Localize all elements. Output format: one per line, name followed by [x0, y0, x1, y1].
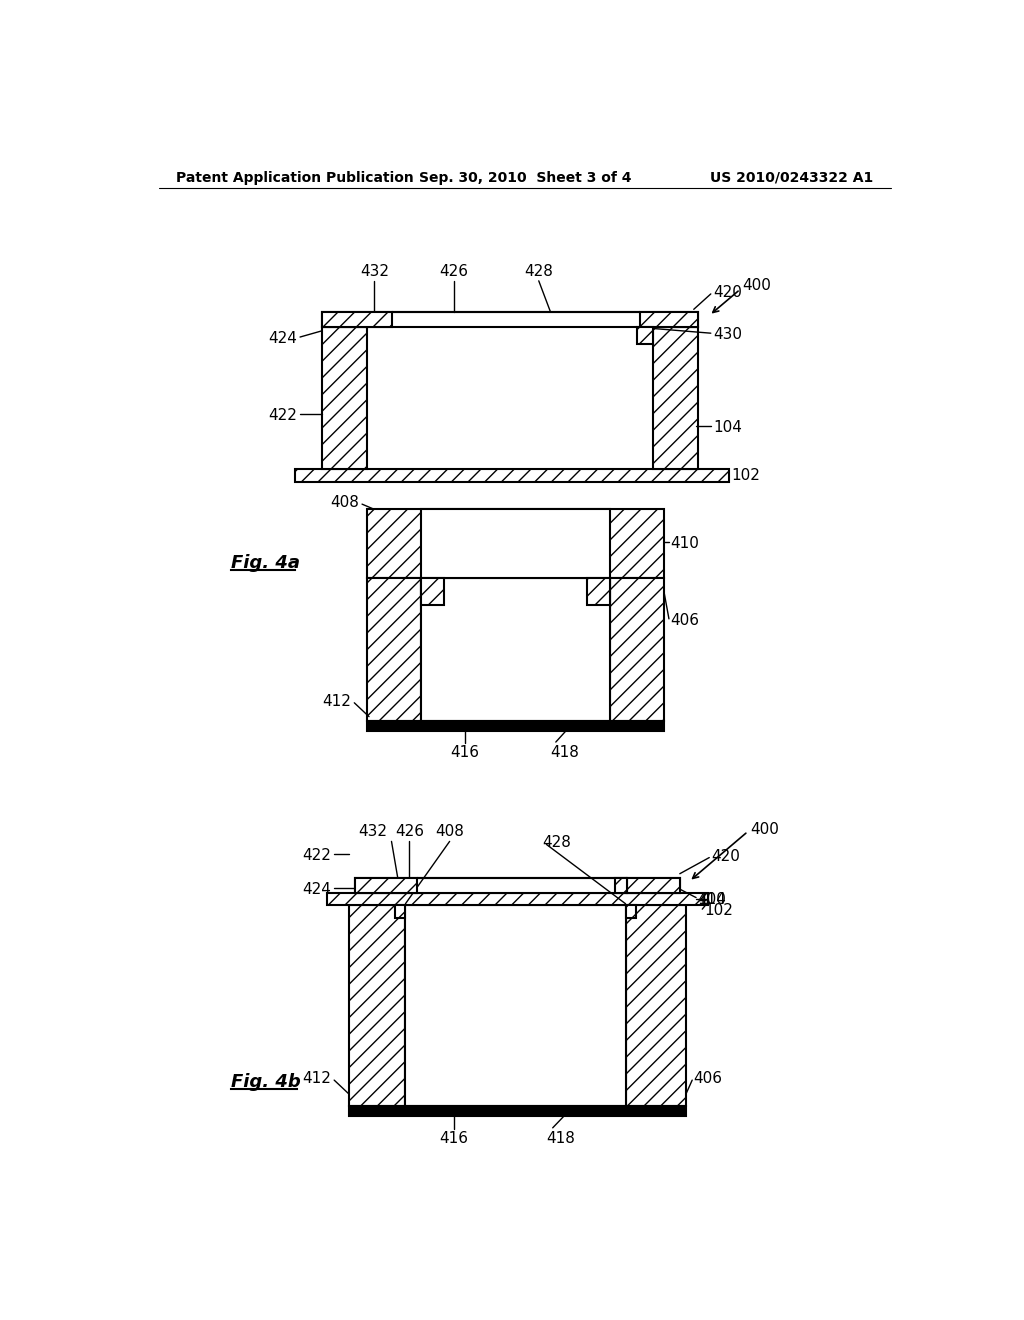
- Text: 412: 412: [302, 1071, 331, 1086]
- Bar: [421, 578, 444, 605]
- Bar: [610, 578, 665, 721]
- Text: 418: 418: [550, 744, 580, 760]
- Text: 408: 408: [435, 824, 464, 840]
- Text: 400: 400: [751, 821, 779, 837]
- Text: 432: 432: [360, 264, 389, 280]
- Bar: [614, 878, 627, 892]
- Bar: [394, 906, 406, 917]
- Bar: [652, 327, 697, 470]
- Text: 410: 410: [671, 536, 699, 550]
- Text: 410: 410: [697, 891, 726, 907]
- Bar: [322, 312, 697, 327]
- Bar: [587, 578, 610, 605]
- Text: 408: 408: [330, 495, 359, 510]
- Bar: [349, 1106, 686, 1115]
- Text: 420: 420: [713, 285, 742, 300]
- Text: 420: 420: [712, 849, 740, 863]
- Bar: [421, 578, 610, 721]
- Text: 428: 428: [543, 836, 571, 850]
- Text: 430: 430: [713, 327, 742, 342]
- Text: 412: 412: [323, 694, 351, 709]
- Bar: [406, 906, 626, 1106]
- Text: Sep. 30, 2010  Sheet 3 of 4: Sep. 30, 2010 Sheet 3 of 4: [419, 170, 631, 185]
- Text: 416: 416: [451, 744, 479, 760]
- Text: 406: 406: [671, 612, 699, 628]
- Text: 102: 102: [703, 903, 733, 919]
- Text: Patent Application Publication: Patent Application Publication: [176, 170, 414, 185]
- Text: 400: 400: [742, 279, 771, 293]
- Bar: [367, 578, 421, 721]
- Bar: [328, 894, 708, 906]
- Text: 104: 104: [697, 891, 726, 907]
- Bar: [367, 508, 665, 578]
- Bar: [627, 878, 680, 892]
- Bar: [637, 327, 652, 345]
- Text: 432: 432: [358, 824, 387, 840]
- Bar: [626, 906, 636, 917]
- Text: 104: 104: [713, 420, 742, 434]
- Bar: [626, 906, 686, 1106]
- Text: 424: 424: [302, 882, 331, 896]
- Text: 418: 418: [547, 1131, 575, 1146]
- Text: 424: 424: [268, 331, 297, 346]
- Text: US 2010/0243322 A1: US 2010/0243322 A1: [711, 170, 873, 185]
- Text: Fig. 4a: Fig. 4a: [231, 553, 300, 572]
- Bar: [322, 327, 367, 470]
- Text: 422: 422: [302, 847, 331, 863]
- Bar: [640, 312, 697, 327]
- Text: 428: 428: [524, 264, 553, 280]
- Text: Fig. 4b: Fig. 4b: [231, 1073, 301, 1092]
- Text: 426: 426: [395, 824, 424, 840]
- Bar: [355, 878, 417, 892]
- Text: 416: 416: [439, 1131, 468, 1146]
- Bar: [355, 878, 680, 892]
- Text: 422: 422: [268, 408, 297, 424]
- Bar: [322, 312, 391, 327]
- Bar: [367, 721, 665, 731]
- Text: 102: 102: [731, 469, 760, 483]
- Bar: [349, 906, 406, 1106]
- Bar: [421, 508, 610, 578]
- Bar: [295, 470, 729, 482]
- Text: 406: 406: [693, 1071, 723, 1086]
- Text: 426: 426: [439, 264, 468, 280]
